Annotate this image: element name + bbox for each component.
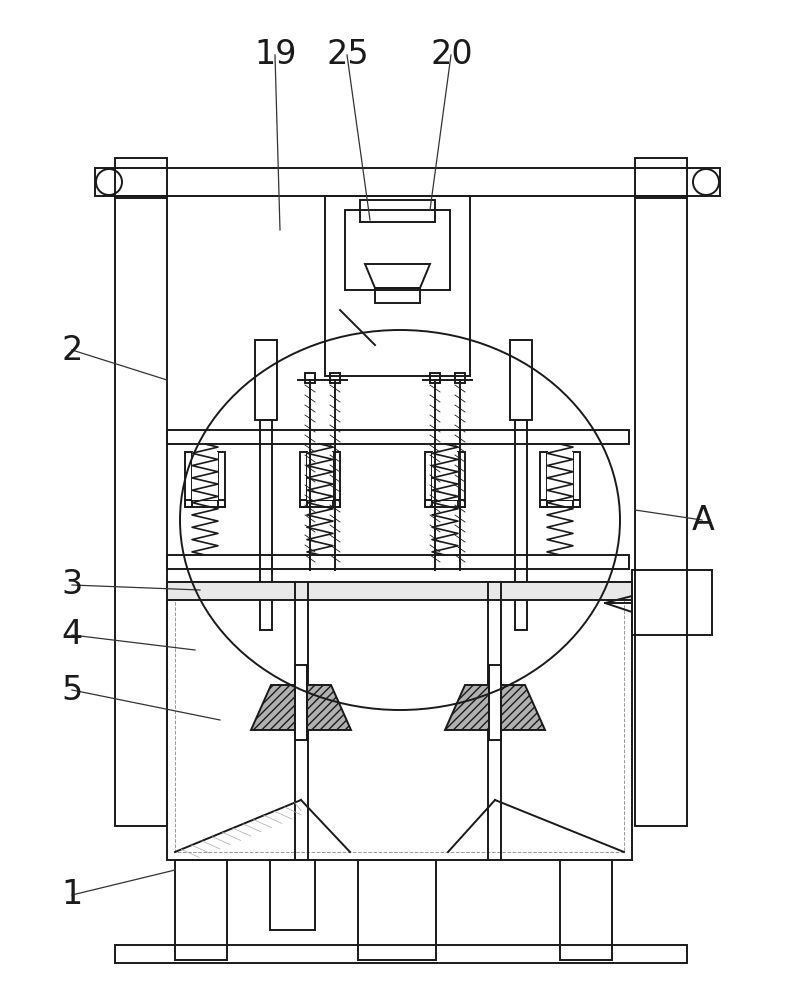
Polygon shape <box>365 264 430 288</box>
Text: 25: 25 <box>326 38 369 72</box>
Bar <box>430 373 440 383</box>
Text: 19: 19 <box>254 38 297 72</box>
Bar <box>425 452 432 507</box>
Bar <box>333 452 340 507</box>
Bar <box>305 373 315 383</box>
Bar <box>300 500 340 507</box>
Text: A: A <box>692 504 714 536</box>
Bar <box>458 452 465 507</box>
Bar <box>115 158 167 198</box>
Bar <box>635 158 687 198</box>
Text: 4: 4 <box>62 618 82 652</box>
Bar <box>167 582 632 860</box>
Bar <box>270 860 315 930</box>
Text: 1: 1 <box>62 879 82 912</box>
Bar <box>632 570 712 635</box>
Bar <box>540 452 547 507</box>
Bar <box>573 452 580 507</box>
Text: 3: 3 <box>62 568 82 601</box>
Bar <box>255 340 277 420</box>
Bar <box>115 196 167 826</box>
Bar <box>358 860 436 960</box>
Bar <box>345 210 450 290</box>
Bar <box>425 500 465 507</box>
Bar <box>175 590 624 852</box>
Bar <box>560 860 612 960</box>
Text: 5: 5 <box>62 674 82 706</box>
Text: 20: 20 <box>430 38 473 72</box>
Bar <box>115 945 687 963</box>
Bar <box>540 500 580 507</box>
Bar <box>167 582 632 600</box>
Bar <box>515 420 527 630</box>
Bar <box>375 288 420 303</box>
Bar <box>260 420 272 630</box>
Bar <box>510 340 532 420</box>
Bar <box>185 452 192 507</box>
Bar <box>218 452 225 507</box>
Bar <box>192 452 218 500</box>
Bar <box>325 196 470 376</box>
Bar <box>167 555 629 569</box>
Bar <box>300 452 307 507</box>
Text: 2: 2 <box>62 334 82 366</box>
Bar <box>547 452 573 500</box>
Bar <box>175 860 227 960</box>
Bar <box>330 373 340 383</box>
Polygon shape <box>251 685 351 730</box>
Bar <box>167 430 629 444</box>
Bar <box>635 196 687 826</box>
Bar <box>432 452 458 500</box>
Bar <box>95 168 720 196</box>
Bar <box>307 452 333 500</box>
Bar <box>489 665 501 740</box>
Bar <box>360 200 435 222</box>
Bar <box>185 500 225 507</box>
Bar <box>455 373 465 383</box>
Polygon shape <box>445 685 545 730</box>
Bar <box>295 665 307 740</box>
